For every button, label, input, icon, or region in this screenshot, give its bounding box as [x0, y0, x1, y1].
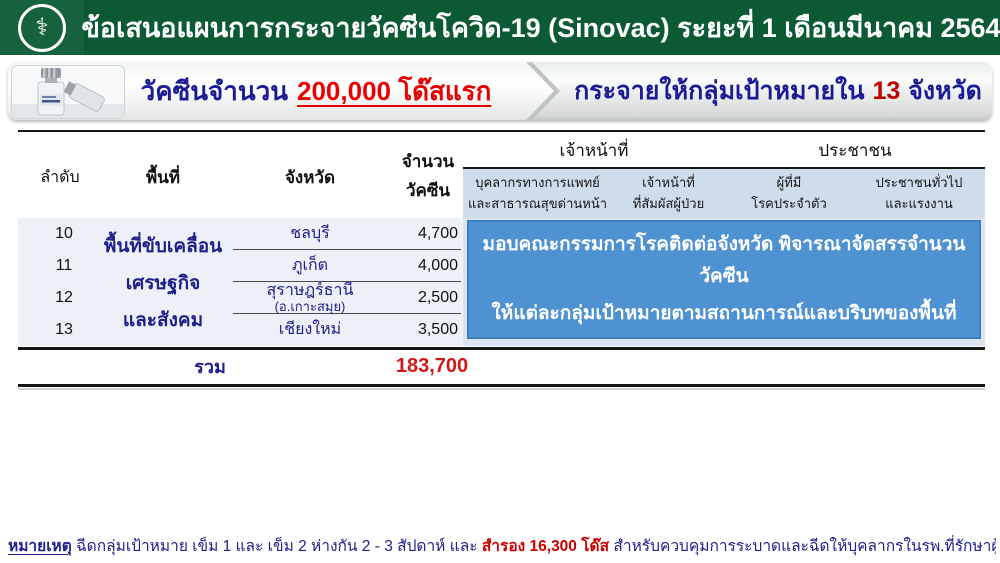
vaccine-amount-value: 200,000 โด๊สแรก — [297, 75, 492, 106]
group-header-underline — [463, 167, 985, 169]
subheader-frontline-medical: บุคลากรทางการแพทย์ และสาธารณสุขด่านหน้า — [467, 175, 608, 211]
logo-box: ⚕ — [0, 0, 84, 55]
province-name: ชลบุรี — [290, 224, 330, 242]
row-separator — [233, 281, 461, 282]
total-row-bottom-border — [18, 384, 985, 387]
bottom-border-shadow — [18, 388, 985, 390]
column-header-no: ลำดับ — [40, 168, 80, 186]
subheader-patient-contact-staff: เจ้าหน้าที่ ที่สัมผัสผู้ป่วย — [632, 175, 705, 211]
footnote-label: หมายเหตุ — [8, 538, 72, 555]
vaccine-amount-label: วัคซีนจำนวน — [140, 75, 288, 106]
table-row-province: ภูเก็ต — [240, 250, 380, 282]
province-name: สุราษฎร์ธานี — [266, 281, 354, 299]
subheader-chronic-disease: ผู้ที่มี โรคประจำตัว — [751, 175, 827, 211]
allocation-note-line1: มอบคณะกรรมการโรคติดต่อจังหวัด พิจารณาจัด… — [482, 234, 966, 287]
allocation-note-line2: ให้แต่ละกลุ่มเป้าหมายตามสถานการณ์และบริบ… — [491, 303, 957, 324]
table-top-border — [18, 130, 985, 132]
vaccine-vial-icon — [11, 65, 125, 119]
province-count: 13 — [872, 76, 901, 105]
title-bar: ⚕ ข้อเสนอแผนการกระจายวัคซีนโควิด-19 (Sin… — [0, 0, 1000, 55]
total-row-top-border — [18, 347, 985, 350]
ministry-of-public-health-logo-icon: ⚕ — [18, 3, 66, 52]
row-separator — [233, 313, 461, 314]
row-no-13: 13 — [55, 321, 73, 338]
table-row-province: เชียงใหม่ — [240, 314, 380, 346]
table-body-background — [18, 218, 463, 346]
area-group-label: พื้นที่ขับเคลื่อน เศรษฐกิจ และสังคม — [103, 236, 223, 331]
column-header-vaccine-amount: จำนวน วัคซีน — [401, 152, 455, 200]
vaccine-amount-cell: 4,700 — [417, 225, 458, 242]
banner-right-text: กระจายให้กลุ่มเป้าหมายใน 13 จังหวัด — [564, 62, 992, 120]
subheader-background — [463, 169, 985, 218]
subheader-general-public-workers: ประชาชนทั่วไป และแรงงาน — [875, 175, 963, 211]
allocation-note-box: มอบคณะกรรมการโรคติดต่อจังหวัด พิจารณาจัด… — [467, 220, 981, 339]
province-name: ภูเก็ต — [291, 256, 329, 274]
total-label: รวม — [194, 356, 226, 377]
province-subnote: (อ.เกาะสมุย) — [274, 298, 346, 314]
column-header-province: จังหวัด — [284, 167, 336, 187]
footnote-text-2: สำหรับควบคุมการระบาดและฉีดให้บุคลากรในรพ… — [613, 538, 996, 555]
vaccine-amount-cell: 2,500 — [417, 289, 458, 306]
footnote-text-1: ฉีดกลุ่มเป้าหมาย เข็ม 1 และ เข็ม 2 ห่างก… — [71, 538, 482, 555]
total-value: 183,700 — [395, 354, 469, 377]
table-row-province: ชลบุรี — [240, 218, 380, 250]
table-row-province: สุราษฎร์ธานี (อ.เกาะสมุย) — [240, 282, 380, 314]
page-title: ข้อเสนอแผนการกระจายวัคซีนโควิด-19 (Sinov… — [81, 13, 1000, 43]
row-no-10: 10 — [55, 225, 73, 242]
row-no-12: 12 — [55, 289, 73, 306]
banner-left-text: วัคซีนจำนวน 200,000 โด๊สแรก — [126, 62, 506, 120]
province-unit-label: จังหวัด — [908, 77, 982, 105]
group-header-officials: เจ้าหน้าที่ — [559, 140, 629, 160]
vial-illustration — [12, 66, 124, 118]
distribution-label: กระจายให้กลุ่มเป้าหมายใน — [574, 77, 865, 105]
column-header-area: พื้นที่ — [145, 167, 181, 187]
province-name: เชียงใหม่ — [278, 320, 342, 338]
vaccine-amount-cell: 3,500 — [417, 321, 458, 338]
vaccine-amount-cell: 4,000 — [417, 257, 458, 274]
footnote: หมายเหตุ ฉีดกลุ่มเป้าหมาย เข็ม 1 และ เข็… — [8, 533, 996, 558]
footnote-reserve-highlight: สำรอง 16,300 โด๊ส — [481, 538, 610, 555]
row-separator — [233, 249, 461, 250]
group-header-public: ประชาชน — [818, 140, 892, 160]
row-no-11: 11 — [55, 257, 73, 274]
vaccine-banner: วัคซีนจำนวน 200,000 โด๊สแรก กระจายให้กลุ… — [8, 62, 992, 120]
